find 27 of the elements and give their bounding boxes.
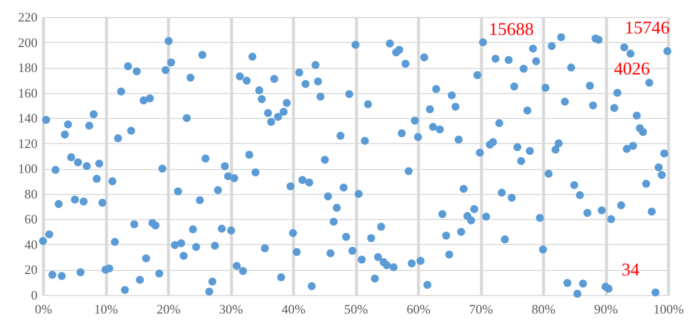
x-tick-label: 70% — [469, 302, 494, 316]
y-tick-label: 0 — [31, 288, 38, 302]
x-tick-label: 50% — [344, 302, 368, 316]
annotation: 34 — [622, 260, 640, 280]
y-tick-label: 120 — [18, 136, 38, 151]
x-tick-label: 90% — [594, 302, 618, 316]
annotation: 15688 — [488, 19, 534, 40]
y-tick-label: 180 — [18, 60, 38, 76]
y-tick-label: 160 — [18, 85, 38, 100]
x-tick-label: 80% — [532, 302, 556, 316]
annotation: 4026 — [614, 58, 650, 79]
y-tick-label: 20 — [24, 262, 38, 278]
annotation: 15746 — [624, 18, 670, 38]
y-tick-label: 140 — [18, 110, 38, 126]
y-tick-label: 200 — [18, 34, 38, 50]
x-tick-label: 100% — [653, 302, 684, 316]
x-tick-label: 60% — [406, 302, 431, 316]
x-tick-label: 30% — [219, 302, 244, 316]
x-tick-label: 0% — [34, 302, 52, 316]
x-tick-label: 40% — [282, 302, 306, 316]
y-tick-label: 60 — [24, 212, 38, 227]
y-tick-label: 80 — [24, 186, 38, 202]
x-tick-label: 20% — [156, 302, 181, 316]
y-tick-label: 100 — [18, 161, 38, 176]
y-tick-label: 220 — [18, 10, 38, 24]
y-tick-label: 40 — [24, 236, 38, 252]
x-tick-label: 10% — [94, 302, 118, 316]
